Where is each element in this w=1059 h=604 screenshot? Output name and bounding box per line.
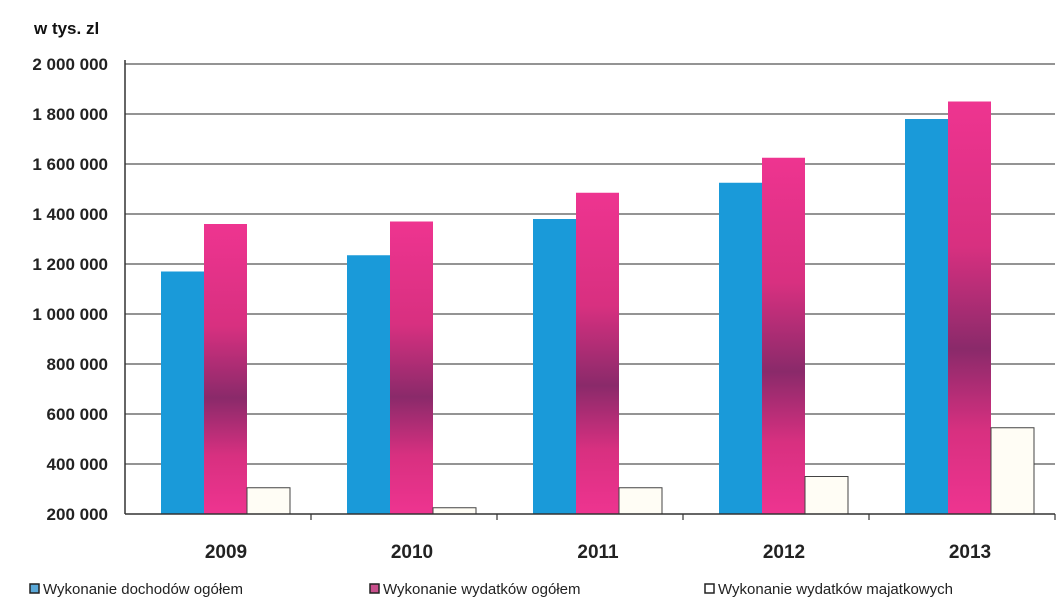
bar-3-2010 <box>432 507 477 515</box>
y-axis-unit-label: w tys. zl <box>33 19 99 38</box>
bar-2-2013 <box>948 101 991 514</box>
x-category-label: 2010 <box>391 542 433 563</box>
legend-label: Wykonanie wydatków ogółem <box>383 581 580 598</box>
y-tick-label: 800 000 <box>47 355 108 374</box>
x-category-label: 2013 <box>949 542 991 563</box>
x-category-label: 2011 <box>577 542 619 563</box>
bar-1-2013 <box>905 119 948 514</box>
bar-3-2011 <box>618 487 663 515</box>
bar-1-2012 <box>719 182 762 514</box>
y-tick-label: 400 000 <box>47 455 108 474</box>
bar-2-2009 <box>204 224 247 514</box>
bar-3-2013 <box>990 427 1035 515</box>
y-tick-label: 1 600 000 <box>32 155 108 174</box>
legend-marker <box>369 583 380 594</box>
legend-label: Wykonanie dochodów ogółem <box>43 581 243 598</box>
legend: Wykonanie dochodów ogółem Wykonanie wydat… <box>29 581 953 598</box>
bar-2-2012 <box>762 157 805 514</box>
legend-marker <box>704 583 715 594</box>
y-tick-label: 1 800 000 <box>32 105 108 124</box>
y-tick-label: 1 000 000 <box>32 305 108 324</box>
legend-marker <box>29 583 40 594</box>
bar-1-2011 <box>533 219 576 514</box>
bar-1-2010 <box>347 255 390 514</box>
bar-2-2010 <box>390 221 433 514</box>
legend-label: Wykonanie wydatków majatkowych <box>718 581 953 598</box>
y-tick-label: 2 000 000 <box>32 55 108 74</box>
x-category-label: 2012 <box>763 542 805 563</box>
y-tick-label: 1 200 000 <box>32 255 108 274</box>
y-tick-label: 200 000 <box>47 505 108 524</box>
y-tick-label: 1 400 000 <box>32 205 108 224</box>
bars <box>161 101 1035 515</box>
x-axis-category-labels: 2009 2010 2011 2012 2013 <box>205 542 991 563</box>
bar-2-2011 <box>576 192 619 514</box>
y-axis-tick-labels: 200 000 400 000 600 000 800 000 1 000 000 1 2… <box>32 55 108 524</box>
bar-3-2009 <box>246 487 291 515</box>
bar-3-2012 <box>804 476 849 515</box>
bar-1-2009 <box>161 271 204 514</box>
x-category-label: 2009 <box>205 542 247 563</box>
axes <box>124 60 1056 520</box>
y-tick-label: 600 000 <box>47 405 108 424</box>
